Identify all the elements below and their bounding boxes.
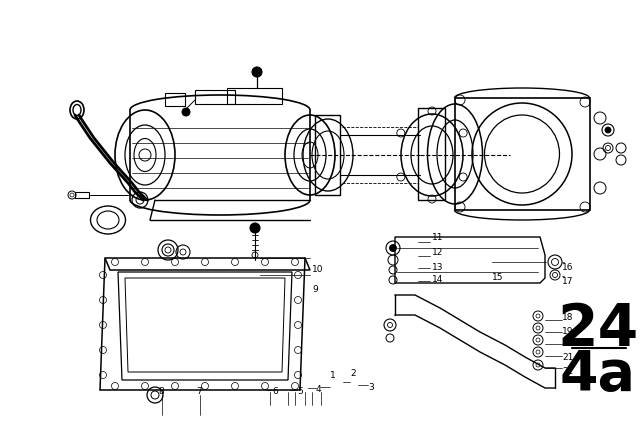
Text: 18: 18 [562,314,573,323]
Circle shape [250,223,260,233]
Circle shape [605,127,611,133]
Text: 16: 16 [562,263,573,272]
Text: 20: 20 [562,340,573,349]
Text: 6: 6 [272,388,278,396]
Bar [75,192,89,198]
Circle shape [252,67,262,77]
Bar [195,90,235,104]
Text: 19: 19 [562,327,573,336]
Text: 22: 22 [562,367,573,376]
Text: 1: 1 [330,370,336,379]
Text: 15: 15 [492,273,504,283]
Text: 12: 12 [432,247,444,257]
Bar [227,88,282,104]
Text: 7: 7 [196,388,202,396]
Text: 13: 13 [432,263,444,271]
Text: 10: 10 [312,266,323,275]
Bar [165,93,185,106]
Text: 17: 17 [562,277,573,287]
Text: 24: 24 [557,302,639,358]
Text: 21: 21 [562,353,573,362]
Text: 5: 5 [297,388,303,396]
Text: 9: 9 [312,285,317,294]
Ellipse shape [70,101,84,119]
Text: 4: 4 [316,385,322,395]
Text: 14: 14 [432,276,444,284]
Circle shape [390,245,397,251]
Text: 2: 2 [350,369,356,378]
Circle shape [182,108,190,116]
Text: 8: 8 [158,388,164,396]
Text: 11: 11 [432,233,444,241]
Text: 4a: 4a [560,348,636,402]
Text: 3: 3 [368,383,374,392]
